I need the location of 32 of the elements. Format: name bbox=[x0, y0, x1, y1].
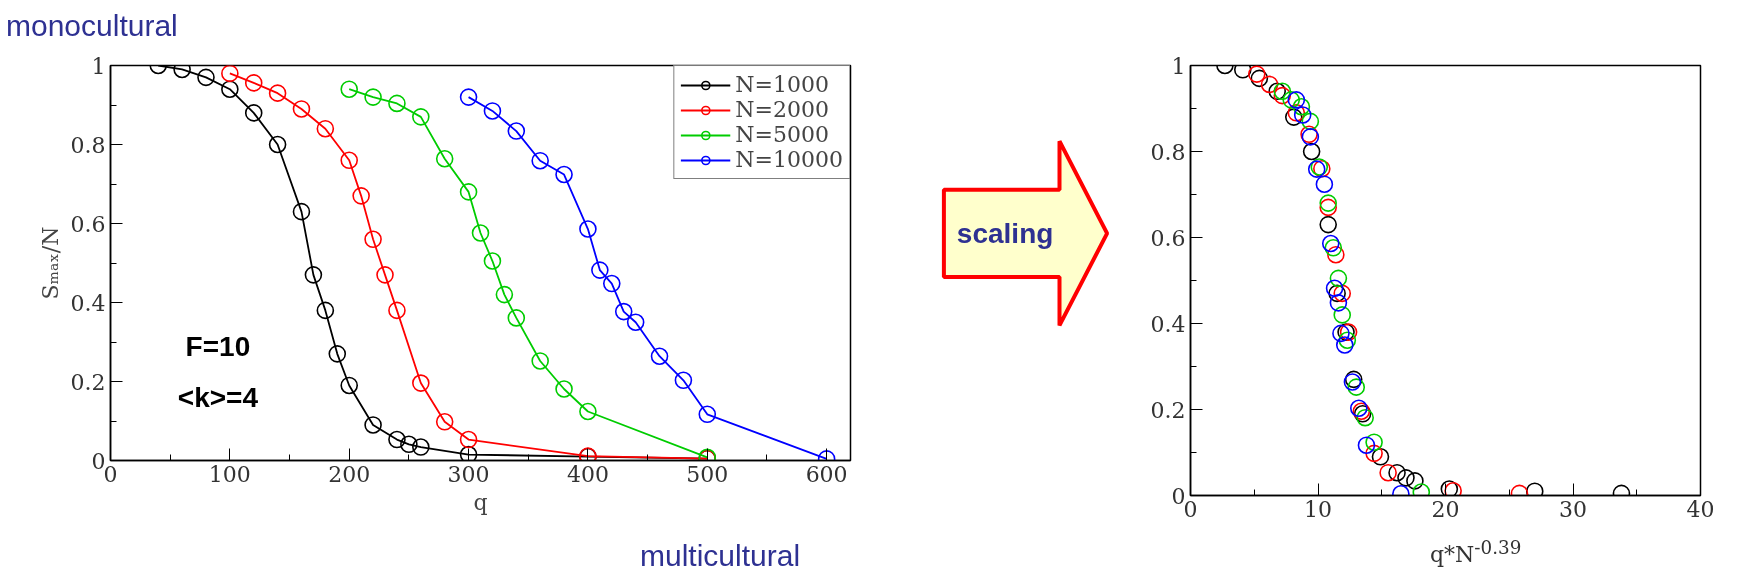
y-tick-label: 0.6 bbox=[70, 211, 106, 237]
y-tick-label: 0.4 bbox=[1150, 311, 1186, 337]
x-tick-label: 100 bbox=[208, 461, 251, 487]
x-tick-label: 40 bbox=[1686, 496, 1715, 522]
legend-label: N=10000 bbox=[735, 147, 843, 172]
y-tick-label: 1 bbox=[91, 53, 106, 79]
x-tick-label: 200 bbox=[328, 461, 371, 487]
x-tick-label: 500 bbox=[686, 461, 729, 487]
x-tick-label: 400 bbox=[566, 461, 609, 487]
y-tick-label: 1 bbox=[1171, 53, 1186, 79]
y-tick-label: 0.4 bbox=[70, 290, 106, 316]
legend-label: N=5000 bbox=[735, 122, 829, 147]
y-tick-label: 0.8 bbox=[1150, 139, 1186, 165]
x-tick-label: 300 bbox=[447, 461, 490, 487]
y-tick-label: 0.2 bbox=[70, 369, 106, 395]
y-tick-label: 0.8 bbox=[70, 132, 106, 158]
y-axis-title: Sₘₐₓ/N bbox=[37, 226, 63, 300]
x-tick-label: 20 bbox=[1431, 496, 1460, 522]
text: monocultural bbox=[6, 8, 178, 44]
x-tick-label: 600 bbox=[805, 461, 848, 487]
y-tick-label: 0.6 bbox=[1150, 225, 1186, 251]
annotation: <k>=4 bbox=[177, 382, 259, 414]
x-tick-label: 10 bbox=[1304, 496, 1332, 522]
x-tick-label: 30 bbox=[1559, 496, 1587, 522]
legend-label: N=1000 bbox=[735, 72, 829, 97]
legend-label: N=2000 bbox=[735, 97, 829, 122]
x-axis-title: q*N$^{-0.39}$ bbox=[1430, 536, 1522, 570]
x-axis-title: q bbox=[473, 489, 488, 515]
text: multicultural bbox=[640, 538, 801, 574]
annotation: F=10 bbox=[185, 330, 251, 362]
y-tick-label: 0.2 bbox=[1150, 397, 1186, 423]
text: scaling bbox=[956, 217, 1054, 249]
